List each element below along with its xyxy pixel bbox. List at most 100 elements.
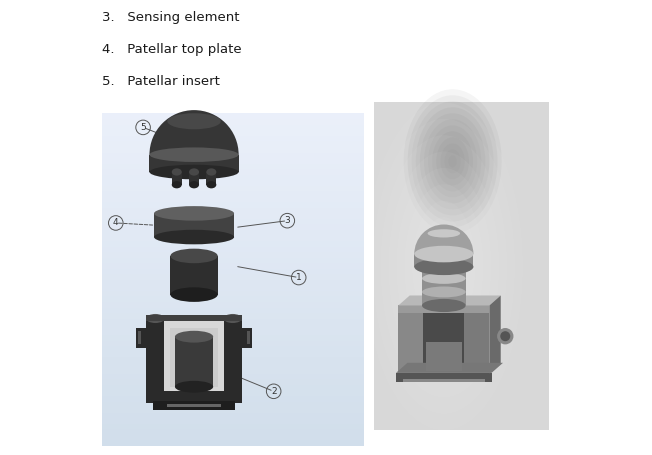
FancyBboxPatch shape [102, 389, 364, 396]
Text: 4: 4 [113, 218, 119, 228]
Ellipse shape [154, 206, 234, 221]
FancyBboxPatch shape [102, 229, 364, 236]
FancyBboxPatch shape [224, 318, 242, 391]
FancyBboxPatch shape [102, 379, 364, 385]
FancyBboxPatch shape [102, 323, 364, 329]
Ellipse shape [420, 217, 467, 315]
FancyBboxPatch shape [102, 268, 364, 274]
FancyBboxPatch shape [102, 351, 364, 357]
FancyBboxPatch shape [102, 329, 364, 335]
FancyBboxPatch shape [102, 356, 364, 363]
FancyBboxPatch shape [102, 401, 364, 407]
FancyBboxPatch shape [102, 334, 364, 341]
Text: 5.   Patellar insert: 5. Patellar insert [102, 75, 220, 88]
FancyBboxPatch shape [189, 172, 199, 185]
Ellipse shape [189, 181, 199, 188]
Ellipse shape [404, 89, 501, 233]
Text: 2: 2 [271, 387, 276, 396]
Ellipse shape [149, 147, 239, 162]
Ellipse shape [422, 273, 466, 284]
FancyBboxPatch shape [102, 434, 364, 440]
FancyBboxPatch shape [247, 331, 250, 344]
Text: 3.   Sensing element: 3. Sensing element [102, 11, 240, 25]
FancyBboxPatch shape [102, 146, 364, 152]
FancyBboxPatch shape [153, 401, 235, 410]
Text: 4.   Patellar top plate: 4. Patellar top plate [102, 43, 242, 56]
FancyBboxPatch shape [102, 395, 364, 402]
FancyBboxPatch shape [170, 256, 218, 295]
Ellipse shape [171, 181, 182, 188]
Ellipse shape [170, 288, 218, 302]
FancyBboxPatch shape [170, 328, 218, 387]
FancyBboxPatch shape [102, 124, 364, 131]
Ellipse shape [365, 102, 523, 430]
Ellipse shape [420, 113, 485, 209]
Ellipse shape [408, 95, 497, 228]
Ellipse shape [206, 168, 216, 176]
FancyBboxPatch shape [102, 251, 364, 258]
Ellipse shape [497, 328, 514, 344]
FancyBboxPatch shape [102, 340, 364, 346]
FancyBboxPatch shape [102, 429, 364, 435]
Ellipse shape [381, 135, 507, 397]
FancyBboxPatch shape [102, 412, 364, 418]
Ellipse shape [422, 260, 466, 273]
FancyBboxPatch shape [149, 155, 239, 172]
FancyBboxPatch shape [146, 315, 242, 321]
Polygon shape [396, 363, 503, 373]
FancyBboxPatch shape [464, 313, 490, 371]
Ellipse shape [411, 101, 494, 222]
FancyBboxPatch shape [102, 362, 364, 369]
FancyBboxPatch shape [136, 328, 146, 348]
FancyBboxPatch shape [102, 240, 364, 247]
FancyBboxPatch shape [102, 118, 364, 125]
Ellipse shape [175, 331, 213, 343]
FancyBboxPatch shape [102, 212, 364, 219]
FancyBboxPatch shape [102, 235, 364, 241]
Ellipse shape [389, 152, 499, 381]
Polygon shape [490, 295, 501, 374]
Wedge shape [414, 224, 473, 254]
FancyBboxPatch shape [102, 246, 364, 252]
FancyBboxPatch shape [102, 202, 364, 208]
Ellipse shape [436, 137, 469, 185]
Text: 3: 3 [284, 216, 290, 225]
FancyBboxPatch shape [398, 313, 423, 371]
FancyBboxPatch shape [102, 190, 364, 197]
FancyBboxPatch shape [102, 179, 364, 186]
Polygon shape [398, 295, 501, 305]
Ellipse shape [149, 165, 239, 179]
Ellipse shape [500, 331, 511, 341]
FancyBboxPatch shape [102, 135, 364, 142]
FancyBboxPatch shape [146, 389, 242, 403]
Ellipse shape [175, 381, 213, 393]
Ellipse shape [449, 155, 456, 167]
Ellipse shape [424, 119, 481, 203]
FancyBboxPatch shape [164, 318, 224, 391]
FancyBboxPatch shape [396, 373, 492, 382]
FancyBboxPatch shape [102, 257, 364, 263]
FancyBboxPatch shape [102, 207, 364, 213]
Ellipse shape [373, 119, 515, 414]
Ellipse shape [168, 113, 221, 129]
FancyBboxPatch shape [102, 163, 364, 169]
Ellipse shape [414, 246, 473, 263]
FancyBboxPatch shape [138, 331, 141, 344]
Ellipse shape [414, 258, 473, 275]
FancyBboxPatch shape [414, 254, 473, 267]
FancyBboxPatch shape [102, 345, 364, 352]
Ellipse shape [146, 314, 164, 323]
Ellipse shape [432, 131, 473, 192]
FancyBboxPatch shape [102, 185, 364, 191]
FancyBboxPatch shape [102, 417, 364, 424]
Ellipse shape [422, 287, 466, 298]
Ellipse shape [428, 125, 477, 197]
Ellipse shape [428, 233, 460, 299]
FancyBboxPatch shape [423, 313, 464, 371]
FancyBboxPatch shape [102, 218, 364, 224]
FancyBboxPatch shape [102, 318, 364, 324]
Text: 5: 5 [140, 123, 146, 132]
FancyBboxPatch shape [102, 113, 364, 119]
FancyBboxPatch shape [102, 384, 364, 390]
FancyBboxPatch shape [102, 273, 364, 280]
